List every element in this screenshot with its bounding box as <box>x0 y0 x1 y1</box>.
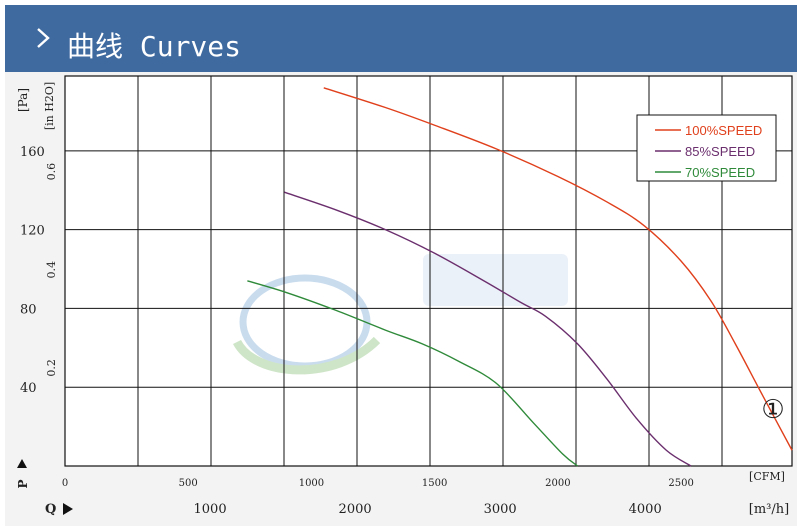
m3h-tick-label: 3000 <box>484 502 517 517</box>
series-line-2 <box>284 191 692 467</box>
pa-tick-label: 80 <box>20 302 37 317</box>
cfm-tick-label: 500 <box>179 478 198 489</box>
chart-panel: 160 120 80 40 [Pa] P 0.6 0.4 0.2 [in H2O] 0 500 1000… <box>5 72 797 526</box>
legend-box <box>636 114 777 182</box>
inh2o-tick-label: 0.2 <box>45 359 58 377</box>
legend-entry: 85%SPEED <box>685 144 755 159</box>
cfm-tick-label: 1500 <box>422 478 447 489</box>
cfm-tick-label: 2500 <box>668 478 693 489</box>
watermark-logo-text-shape <box>423 254 568 306</box>
m3h-tick-label: 2000 <box>339 502 372 517</box>
m3h-unit-label: [m³/h] <box>749 502 789 517</box>
pa-tick-label: 160 <box>20 145 45 160</box>
up-arrow-icon <box>17 459 27 468</box>
fan-curve-chart: 160 120 80 40 [Pa] P 0.6 0.4 0.2 [in H2O] 0 500 1000… <box>16 75 793 517</box>
header-bar: 曲线 Curves <box>5 5 797 72</box>
cfm-tick-label: 1000 <box>299 478 324 489</box>
curve-annotation: ① <box>761 395 784 425</box>
inh2o-tick-label: 0.4 <box>45 261 58 279</box>
series-line-1 <box>323 87 793 451</box>
cfm-unit-label: [CFM] <box>749 470 785 483</box>
m3h-tick-label: 4000 <box>629 502 662 517</box>
pa-tick-label: 40 <box>20 381 37 396</box>
legend-entry: 100%SPEED <box>685 123 762 138</box>
cfm-tick-label: 2000 <box>545 478 570 489</box>
page-title: 曲线 Curves <box>67 30 242 63</box>
chevron-right-icon <box>37 28 50 48</box>
watermark-logo-swoosh <box>233 336 381 375</box>
cfm-tick-label: 0 <box>62 478 68 489</box>
pressure-axis-label: P <box>16 479 30 488</box>
legend-entry: 70%SPEED <box>685 165 755 180</box>
inh2o-tick-label: 0.6 <box>45 163 58 181</box>
pa-unit-label: [Pa] <box>16 88 30 112</box>
right-arrow-icon <box>63 503 73 515</box>
flow-axis-label: Q <box>45 502 56 517</box>
series-line-3 <box>247 280 579 467</box>
pa-tick-label: 120 <box>20 224 45 239</box>
m3h-tick-label: 1000 <box>194 502 227 517</box>
inh2o-unit-label: [in H2O] <box>43 82 56 130</box>
